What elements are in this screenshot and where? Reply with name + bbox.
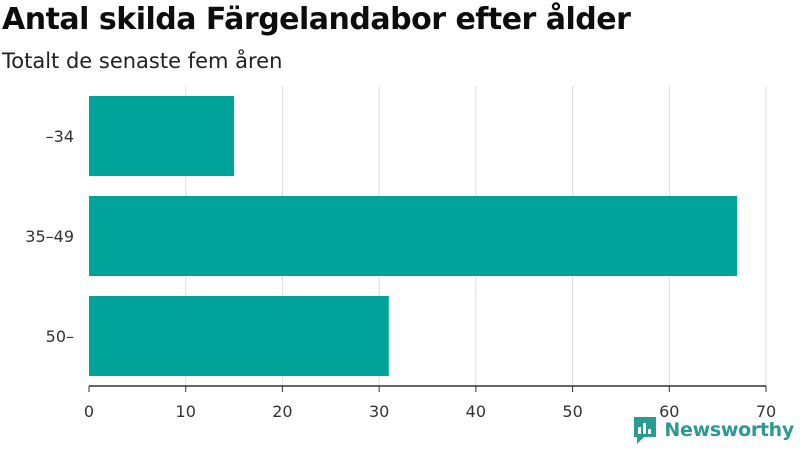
category-label-2: 50–	[46, 327, 74, 346]
bar-1	[89, 196, 737, 276]
chart-subtitle: Totalt de senaste fem åren	[2, 49, 283, 73]
x-tick-label-3: 30	[369, 402, 389, 421]
bar-0	[89, 96, 235, 176]
newsworthy-logo-icon	[634, 417, 657, 444]
brand-name: Newsworthy	[664, 419, 794, 441]
x-tick-label-1: 10	[176, 402, 196, 421]
x-tick-label-4: 40	[466, 402, 486, 421]
category-label-0: –34	[46, 127, 74, 146]
category-label-1: 35–49	[25, 227, 74, 246]
x-tick-label-5: 50	[562, 402, 582, 421]
x-tick-label-6: 60	[659, 402, 679, 421]
x-tick-label-0: 0	[84, 402, 94, 421]
newsworthy-logo: Newsworthy	[632, 415, 794, 445]
bar-2	[89, 296, 389, 376]
x-tick-label-2: 20	[272, 402, 292, 421]
chart-title: Antal skilda Färgelandabor efter ålder	[2, 2, 631, 37]
x-tick-label-7: 70	[756, 402, 776, 421]
